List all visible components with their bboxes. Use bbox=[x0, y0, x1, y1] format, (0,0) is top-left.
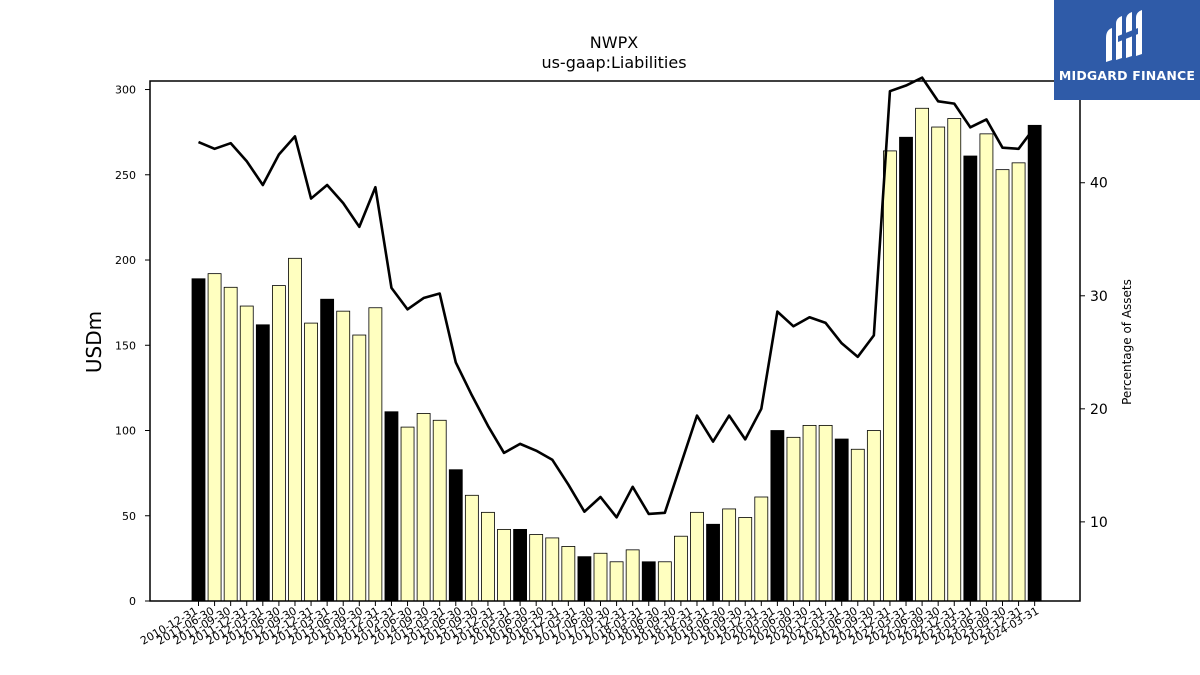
bar bbox=[304, 322, 318, 602]
logo-text: MIDGARD FINANCE bbox=[1058, 68, 1196, 83]
y2-tick-label: 20 bbox=[1090, 402, 1108, 418]
bar bbox=[320, 298, 335, 602]
bar-series bbox=[191, 107, 1042, 602]
bar bbox=[561, 546, 576, 602]
bar bbox=[625, 549, 640, 602]
bar bbox=[223, 286, 238, 602]
y-axis-right: 10 20 30 40 bbox=[1080, 176, 1108, 531]
bar bbox=[690, 511, 704, 602]
chart-title: NWPX bbox=[590, 33, 638, 52]
bar bbox=[963, 155, 978, 602]
chart-subtitle: us-gaap:Liabilities bbox=[541, 53, 686, 72]
bar bbox=[416, 413, 431, 602]
bar bbox=[609, 561, 624, 602]
bar bbox=[931, 126, 946, 602]
bar bbox=[207, 273, 222, 602]
bar bbox=[979, 133, 994, 602]
bar bbox=[497, 528, 511, 602]
bar bbox=[1027, 124, 1042, 602]
percentage-line bbox=[197, 76, 1036, 519]
bar bbox=[368, 307, 383, 602]
bar bbox=[593, 552, 608, 602]
bar bbox=[577, 556, 592, 602]
bar bbox=[738, 517, 753, 602]
bar bbox=[866, 430, 881, 602]
bar bbox=[850, 448, 865, 602]
bar bbox=[464, 494, 479, 602]
bar bbox=[352, 334, 367, 602]
bar bbox=[400, 426, 415, 602]
y-tick-label: 150 bbox=[115, 339, 136, 352]
bar bbox=[529, 534, 544, 602]
bar bbox=[995, 169, 1010, 602]
y-tick-label: 50 bbox=[122, 510, 136, 523]
x-axis: 2010-12-312011-06-302011-09-302011-12-31… bbox=[138, 601, 1041, 648]
bar bbox=[271, 285, 286, 602]
bar bbox=[722, 508, 737, 602]
bar bbox=[545, 537, 560, 602]
bar bbox=[448, 469, 463, 602]
bar bbox=[657, 561, 672, 602]
bar bbox=[883, 150, 897, 602]
bar bbox=[432, 419, 447, 602]
y-tick-label: 300 bbox=[115, 84, 136, 97]
y-axis-label: USDm bbox=[82, 311, 106, 373]
bar bbox=[802, 424, 817, 602]
midgard-finance-logo: MIDGARD FINANCE bbox=[1054, 0, 1200, 100]
bar bbox=[641, 561, 656, 602]
bar bbox=[915, 107, 929, 602]
y2-tick-label: 30 bbox=[1090, 289, 1108, 305]
bar bbox=[674, 535, 688, 602]
y2-axis-label: Percentage of Assets bbox=[1120, 279, 1134, 405]
y-tick-label: 0 bbox=[129, 595, 136, 608]
bar bbox=[770, 430, 785, 602]
y-tick-label: 100 bbox=[115, 425, 136, 438]
bar bbox=[481, 511, 495, 602]
plot-frame bbox=[149, 80, 1081, 602]
y2-tick-label: 10 bbox=[1090, 515, 1108, 531]
bar bbox=[384, 411, 399, 602]
y2-tick-label: 40 bbox=[1090, 176, 1108, 192]
bar bbox=[947, 118, 962, 602]
y-tick-label: 250 bbox=[115, 169, 136, 182]
bar bbox=[706, 523, 720, 602]
bar bbox=[834, 438, 849, 602]
y-axis-left: 0 50 100 150 200 250 300 bbox=[115, 84, 150, 608]
bar bbox=[288, 257, 302, 602]
bar bbox=[754, 496, 769, 602]
bar bbox=[513, 528, 527, 602]
bar bbox=[239, 305, 254, 602]
bar bbox=[1011, 162, 1026, 602]
bar bbox=[818, 424, 833, 602]
y-tick-label: 200 bbox=[115, 254, 136, 267]
percentage-line-series bbox=[197, 76, 1036, 519]
bar bbox=[899, 136, 913, 602]
bar bbox=[255, 324, 270, 602]
bar bbox=[336, 310, 351, 602]
bar bbox=[786, 436, 801, 602]
midgard-m-icon bbox=[1106, 10, 1142, 62]
bar bbox=[191, 278, 206, 602]
